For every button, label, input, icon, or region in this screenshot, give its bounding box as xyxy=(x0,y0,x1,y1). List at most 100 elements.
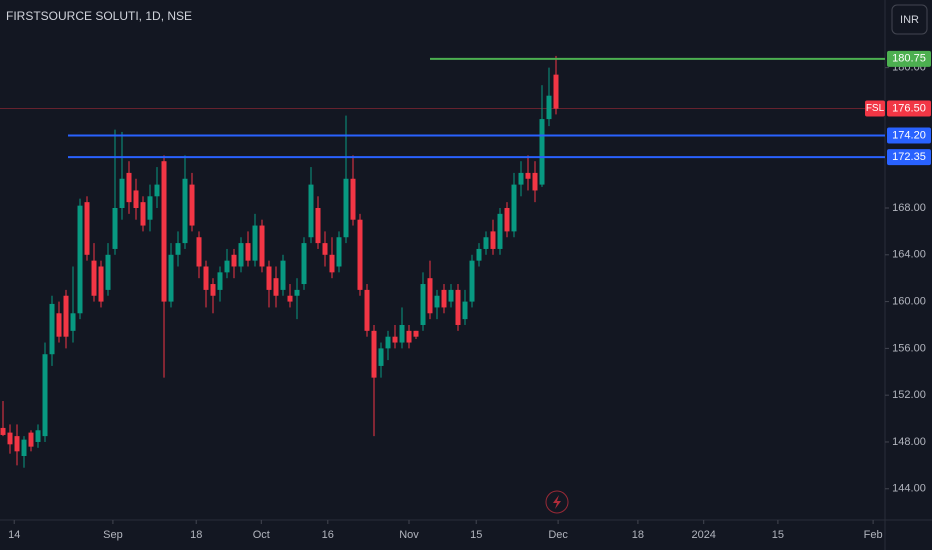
candle xyxy=(7,424,13,454)
candle-body xyxy=(203,266,209,290)
symbol-tag-label: FSL xyxy=(866,103,885,114)
candle-body xyxy=(7,432,13,445)
candle xyxy=(455,284,461,331)
candle xyxy=(483,231,489,255)
candle-body xyxy=(490,231,496,249)
last-price-label: 176.50 xyxy=(892,102,926,114)
symbol-tag xyxy=(865,100,885,117)
candle-body xyxy=(175,243,181,255)
candle-body xyxy=(84,202,90,255)
candle-body xyxy=(154,184,160,197)
candle xyxy=(189,172,195,232)
event-icon[interactable] xyxy=(545,490,569,514)
y-tick-label: 160.00 xyxy=(892,295,926,307)
candle-body xyxy=(441,289,447,308)
candle xyxy=(49,295,55,366)
candle-body xyxy=(77,205,83,314)
candle-body xyxy=(28,432,34,447)
candle xyxy=(476,243,482,267)
candle xyxy=(105,243,111,296)
candle xyxy=(371,324,377,437)
candle-body xyxy=(434,295,440,308)
candle-body xyxy=(553,74,559,109)
candle xyxy=(406,324,412,349)
candle xyxy=(77,198,83,320)
candle xyxy=(511,172,517,238)
candle-body xyxy=(147,196,153,220)
x-tick-label: 15 xyxy=(470,529,482,541)
candle-body xyxy=(371,330,377,378)
candle xyxy=(504,202,510,238)
candle-body xyxy=(336,237,342,267)
candle-body xyxy=(385,336,391,349)
candle xyxy=(462,289,468,325)
candle-body xyxy=(259,225,265,267)
chart-title: FIRSTSOURCE SOLUTI, 1D, NSE xyxy=(6,9,192,23)
candle-body xyxy=(497,213,503,249)
y-tick-label: 156.00 xyxy=(892,342,926,354)
candle xyxy=(154,167,160,208)
candle xyxy=(546,67,552,127)
last-price-tag xyxy=(887,100,931,117)
candle-body xyxy=(49,303,55,355)
candle xyxy=(21,436,27,468)
candle-body xyxy=(329,254,335,273)
candle xyxy=(336,231,342,273)
candle-body xyxy=(14,436,20,452)
candle xyxy=(532,161,538,203)
x-tick-label: 18 xyxy=(190,529,202,541)
y-tick-label: 152.00 xyxy=(892,389,926,401)
x-tick-label: Nov xyxy=(399,529,419,541)
x-tick-label: Feb xyxy=(864,529,883,541)
candle-body xyxy=(266,266,272,290)
candle xyxy=(140,196,146,232)
x-tick-label: 15 xyxy=(772,529,784,541)
candle xyxy=(84,196,90,261)
candle-body xyxy=(98,266,104,302)
candle-body xyxy=(308,184,314,238)
candle-body xyxy=(532,172,538,191)
candle-body xyxy=(420,284,426,325)
candle xyxy=(224,248,230,279)
currency-button[interactable] xyxy=(891,4,928,35)
candle xyxy=(210,278,216,314)
candle-body xyxy=(462,301,468,320)
candle xyxy=(329,237,335,279)
candle xyxy=(14,424,20,466)
candle xyxy=(0,401,6,437)
candle xyxy=(112,129,118,255)
candle xyxy=(28,430,34,452)
level-tag xyxy=(887,149,931,166)
candle xyxy=(448,284,454,308)
candle xyxy=(203,260,209,308)
candle-body xyxy=(364,289,370,331)
candle-body xyxy=(245,243,251,261)
y-tick-label: 168.00 xyxy=(892,202,926,214)
candle xyxy=(287,284,293,308)
candle xyxy=(322,231,328,267)
candle xyxy=(469,254,475,308)
candle xyxy=(126,161,132,214)
candle-body xyxy=(231,254,237,267)
candle-body xyxy=(294,289,300,296)
candle xyxy=(497,208,503,255)
candle xyxy=(413,330,419,340)
candle xyxy=(70,266,76,343)
candle-body xyxy=(42,354,48,437)
currency-label[interactable]: INR xyxy=(900,14,919,26)
candle xyxy=(378,342,384,378)
candle-body xyxy=(378,348,384,366)
candle-body xyxy=(301,243,307,285)
candle-body xyxy=(315,208,321,244)
level-tag xyxy=(887,127,931,144)
x-tick-label: 2024 xyxy=(691,529,715,541)
candle-body xyxy=(350,178,356,220)
candle xyxy=(252,213,258,267)
x-tick-label: 18 xyxy=(632,529,644,541)
candle xyxy=(56,301,62,343)
candle xyxy=(294,278,300,320)
level-tag-label: 174.20 xyxy=(892,129,926,141)
candle xyxy=(350,155,356,226)
candle-body xyxy=(287,295,293,302)
